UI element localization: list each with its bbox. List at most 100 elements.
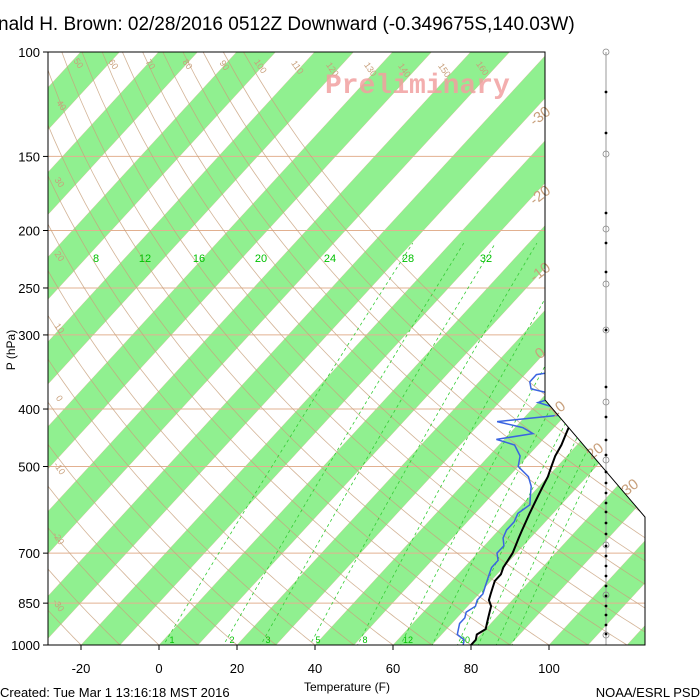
mixing-ratio-label: 28 (402, 253, 414, 265)
x-tick-label: 40 (308, 661, 322, 676)
wind-dot (604, 328, 608, 332)
mixing-ratio-label: 12 (139, 253, 151, 265)
x-tick-label: 20 (230, 661, 244, 676)
theta-label: 30 (52, 175, 66, 189)
page-title: nald H. Brown: 02/28/2016 0512Z Downward… (0, 14, 575, 35)
dry-adiabat-line (48, 52, 490, 645)
mixing-ratio-top-labels: 8 12 16 20 24 28 32 (93, 253, 492, 265)
dry-adiabat-line (48, 52, 292, 645)
mixing-ratio-line (155, 242, 414, 645)
isotherm-band (48, 52, 588, 645)
isotherm-line (0, 52, 3, 645)
wind-dot (604, 632, 608, 636)
dry-adiabat-line (222, 52, 645, 645)
dry-adiabat-line (162, 52, 645, 645)
isotherm-band (48, 52, 432, 645)
y-axis-label: P (hPa) (4, 330, 18, 370)
mixing-ratio-bottom-label: 20 (460, 635, 470, 645)
x-axis-label: Temperature (F) (304, 680, 390, 694)
wind-dot (604, 453, 608, 457)
wind-ring (602, 456, 610, 464)
wind-ring (602, 631, 610, 639)
wind-dot (604, 521, 608, 525)
wind-dot (604, 594, 608, 598)
wind-dot (604, 584, 608, 588)
isotherm-line (48, 52, 315, 645)
y-tick-label: 200 (18, 224, 40, 239)
wind-ring (602, 150, 610, 158)
mixing-ratio-label: 32 (480, 253, 492, 265)
isotherm-line (48, 52, 276, 645)
y-tick-label: 700 (18, 546, 40, 561)
dry-adiabat-line (182, 52, 645, 645)
preliminary-watermark: Preliminary (325, 71, 510, 102)
dry-adiabat-line (48, 52, 569, 645)
theta-label: 60 (106, 57, 120, 71)
wind-ring (602, 48, 610, 56)
wind-column (602, 48, 610, 645)
isotherm-line (48, 52, 393, 645)
mixing-ratio-line (350, 242, 578, 645)
isotherm-line (48, 52, 510, 645)
mixing-ratio-label: 20 (255, 253, 267, 265)
theta-label: 20 (52, 249, 66, 263)
dry-adiabat-line (48, 52, 332, 645)
wind-ring (602, 225, 610, 233)
isotherm-band (393, 52, 645, 645)
plot-area: 8 12 16 20 24 28 32 1 2 3 5 8 12 20 50 60 70 80 90 100 110… (0, 52, 645, 645)
x-tick-label: -20 (72, 661, 91, 676)
dry-adiabat-lines (48, 52, 645, 645)
mixing-ratio-bottom-label: 12 (403, 635, 413, 645)
mixing-ratio-bottom-label: 3 (265, 635, 270, 645)
isotherm-line (80, 52, 627, 645)
isotherm-band (471, 52, 645, 645)
dry-adiabat-line (142, 52, 645, 645)
isotherm-line (509, 52, 645, 645)
isotherm-line (48, 52, 549, 645)
isotherm-line (48, 52, 471, 645)
wind-ring (602, 326, 610, 334)
wind-dot (604, 501, 608, 505)
dry-adiabat-line (48, 52, 94, 645)
isotherm-line (48, 52, 159, 645)
wind-dot (604, 574, 608, 578)
wind-dot (604, 90, 608, 94)
mixing-ratio-label: 16 (193, 253, 205, 265)
isotherm-line (470, 52, 645, 645)
isotherm-label: 20 (583, 440, 607, 464)
isotherm-label: 10 (545, 398, 569, 422)
theta-label: 50 (71, 56, 85, 70)
wind-dot (604, 241, 608, 245)
dry-adiabat-line (202, 52, 645, 645)
dry-adiabat-line (48, 52, 173, 645)
created-timestamp: Created: Tue Mar 1 13:16:18 MST 2016 (0, 685, 230, 700)
dry-adiabat-line (48, 52, 371, 645)
wind-dot (604, 438, 608, 442)
wind-dot (604, 554, 608, 558)
x-tick-label: 100 (538, 661, 560, 676)
y-tick-label: 850 (18, 596, 40, 611)
x-tick-label: 80 (464, 661, 478, 676)
wind-dot (604, 131, 608, 135)
wind-dot (604, 385, 608, 389)
mixing-ratio-bottom-label: 2 (229, 635, 234, 645)
isotherm-band (48, 52, 198, 645)
dry-adiabat-line (101, 52, 645, 645)
wind-dot (604, 510, 608, 514)
x-tick-label: 0 (155, 661, 162, 676)
wind-dot (604, 623, 608, 627)
x-tick-label: 60 (386, 661, 400, 676)
isotherm-band (81, 52, 645, 645)
isotherm-line (197, 52, 645, 645)
isotherm-line (431, 52, 645, 645)
dry-adiabat-line (48, 52, 134, 645)
isotherm-line (48, 52, 198, 645)
theta-label: 70 (143, 57, 157, 71)
dry-adiabat-line (48, 52, 252, 645)
isotherm-band (237, 52, 645, 645)
theta-label: 10 (52, 321, 66, 335)
mixing-ratio-label: 24 (324, 253, 336, 265)
wind-ring (602, 591, 610, 599)
isotherm-band (48, 52, 510, 645)
